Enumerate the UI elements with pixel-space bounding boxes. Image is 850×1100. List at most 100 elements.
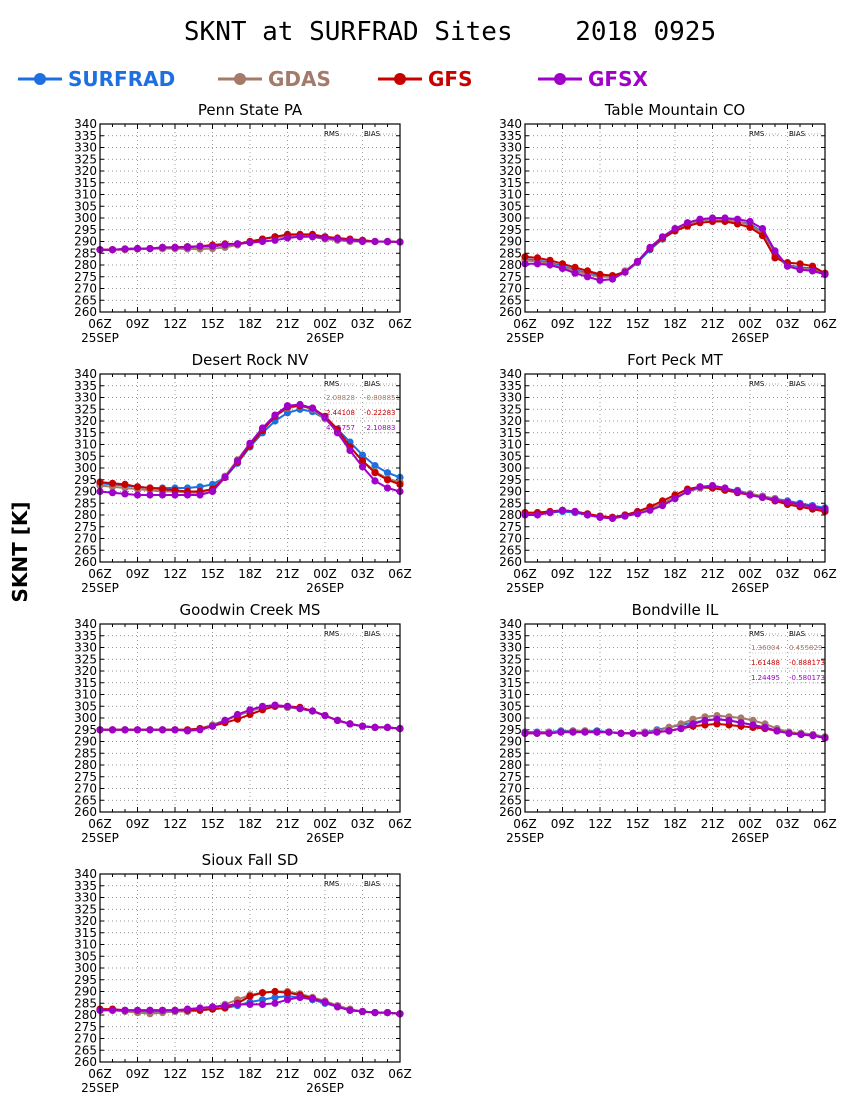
series-point-gfs [158, 485, 167, 493]
y-tick-label: 275 [74, 1020, 97, 1034]
y-tick-label: 260 [74, 805, 97, 819]
series-point-gfsx [246, 1000, 254, 1009]
series-point-gfs [371, 469, 379, 477]
x-date-label: 25SEP [506, 331, 544, 345]
y-tick-label: 280 [499, 758, 522, 772]
x-tick-label: 12Z [163, 317, 187, 331]
stats-header-bias: BIAS [789, 630, 806, 638]
series-point-gfsx [258, 237, 267, 246]
series-point-gfsx [158, 243, 167, 251]
series-point-gfsx [346, 446, 354, 454]
stats-header-rms: RMS [324, 630, 340, 638]
series-point-gfs [383, 476, 392, 484]
x-tick-label: 00Z [313, 567, 337, 581]
y-tick-label: 295 [499, 473, 522, 487]
panel-goodwin-creek-ms: Goodwin Creek MS 260265270275280285290295… [74, 601, 412, 845]
stats-bias-gdas: -0.808851 [364, 394, 400, 402]
stats-rms-gdas: 2.08828 [326, 394, 355, 402]
y-tick-label: 295 [74, 973, 97, 987]
x-tick-label: 03Z [776, 817, 800, 831]
x-date-label: 26SEP [731, 581, 769, 595]
series-point-gfsx [158, 1006, 167, 1014]
series-point-gfsx [221, 241, 229, 249]
series-point-gfsx [208, 487, 217, 496]
series-point-surfrad [383, 469, 392, 477]
y-axis-label: SKNT [K] [8, 501, 32, 602]
x-tick-label: 09Z [551, 567, 575, 581]
stats-bias-gfs: -0.22283 [364, 409, 395, 417]
series-point-gfsx [733, 487, 742, 496]
series-point-gfsx [773, 727, 781, 735]
x-tick-label: 21Z [276, 817, 300, 831]
series-point-gfsx [621, 512, 629, 520]
y-tick-label: 285 [74, 496, 97, 510]
legend-item-gfs: GFS [378, 67, 472, 91]
stats-header-rms: RMS [749, 130, 765, 138]
y-tick-label: 285 [74, 246, 97, 260]
y-tick-label: 285 [499, 246, 522, 260]
y-tick-label: 335 [74, 379, 97, 393]
series-point-gfsx [283, 402, 292, 410]
y-tick-label: 260 [499, 305, 522, 319]
y-tick-label: 275 [74, 520, 97, 534]
plot-frame [99, 623, 401, 813]
series-point-gfsx [158, 491, 167, 499]
y-tick-label: 320 [74, 914, 97, 928]
y-tick-label: 295 [499, 723, 522, 737]
x-tick-label: 09Z [126, 1067, 150, 1081]
series-point-gfsx [108, 489, 117, 497]
series-point-gfsx [746, 491, 754, 499]
x-tick-label: 06Z [88, 1067, 112, 1081]
series-point-gfsx [746, 217, 754, 226]
series-point-gfsx [571, 269, 579, 277]
x-tick-label: 21Z [276, 1067, 300, 1081]
y-tick-label: 290 [74, 735, 97, 749]
stats-rms-gdas: 1.36004 [751, 644, 780, 652]
x-tick-label: 15Z [201, 317, 225, 331]
y-tick-label: 330 [74, 391, 97, 405]
y-tick-label: 315 [499, 176, 522, 190]
series-point-gfsx [221, 716, 229, 725]
series-point-gfsx [133, 1006, 142, 1014]
y-tick-label: 295 [499, 223, 522, 237]
series-point-gfsx [546, 261, 554, 269]
series-point-gfsx [258, 424, 267, 432]
series-point-gfsx [208, 1003, 217, 1011]
series-point-gfsx [246, 239, 254, 247]
series-point-gfsx [808, 267, 817, 275]
x-tick-label: 00Z [313, 317, 337, 331]
x-tick-label: 06Z [813, 567, 837, 581]
series-point-gfsx [271, 701, 279, 709]
x-tick-label: 18Z [663, 817, 687, 831]
x-date-label: 26SEP [306, 831, 344, 845]
y-tick-label: 290 [499, 735, 522, 749]
panel-sioux-fall-sd: Sioux Fall SD 260265270275280285290295300… [74, 851, 412, 1095]
x-tick-label: 15Z [201, 817, 225, 831]
y-tick-label: 260 [74, 305, 97, 319]
stats-header-rms: RMS [749, 380, 765, 388]
y-tick-label: 315 [499, 676, 522, 690]
stats-header-bias: BIAS [364, 880, 381, 888]
series-point-gfsx [383, 1009, 392, 1017]
series-point-gfsx [283, 702, 292, 710]
series-point-gfsx [146, 491, 154, 499]
x-date-label: 25SEP [81, 581, 119, 595]
y-tick-label: 320 [499, 414, 522, 428]
x-tick-label: 09Z [126, 817, 150, 831]
series-point-gfsx [271, 999, 279, 1007]
series-point-gfsx [308, 994, 317, 1003]
x-tick-label: 00Z [313, 1067, 337, 1081]
legend-item-surfrad: SURFRAD [18, 67, 175, 91]
panel-title: Table Mountain CO [604, 101, 746, 119]
y-tick-label: 260 [499, 805, 522, 819]
series-point-gfsx [133, 245, 142, 253]
series-point-surfrad [358, 451, 367, 459]
series-point-gfsx [583, 273, 592, 281]
plot-frame [524, 623, 826, 813]
x-tick-label: 18Z [663, 567, 687, 581]
series-point-gfsx [646, 506, 654, 514]
x-tick-label: 15Z [626, 567, 650, 581]
series-point-gfsx [633, 510, 642, 518]
panel-title: Penn State PA [198, 101, 303, 119]
